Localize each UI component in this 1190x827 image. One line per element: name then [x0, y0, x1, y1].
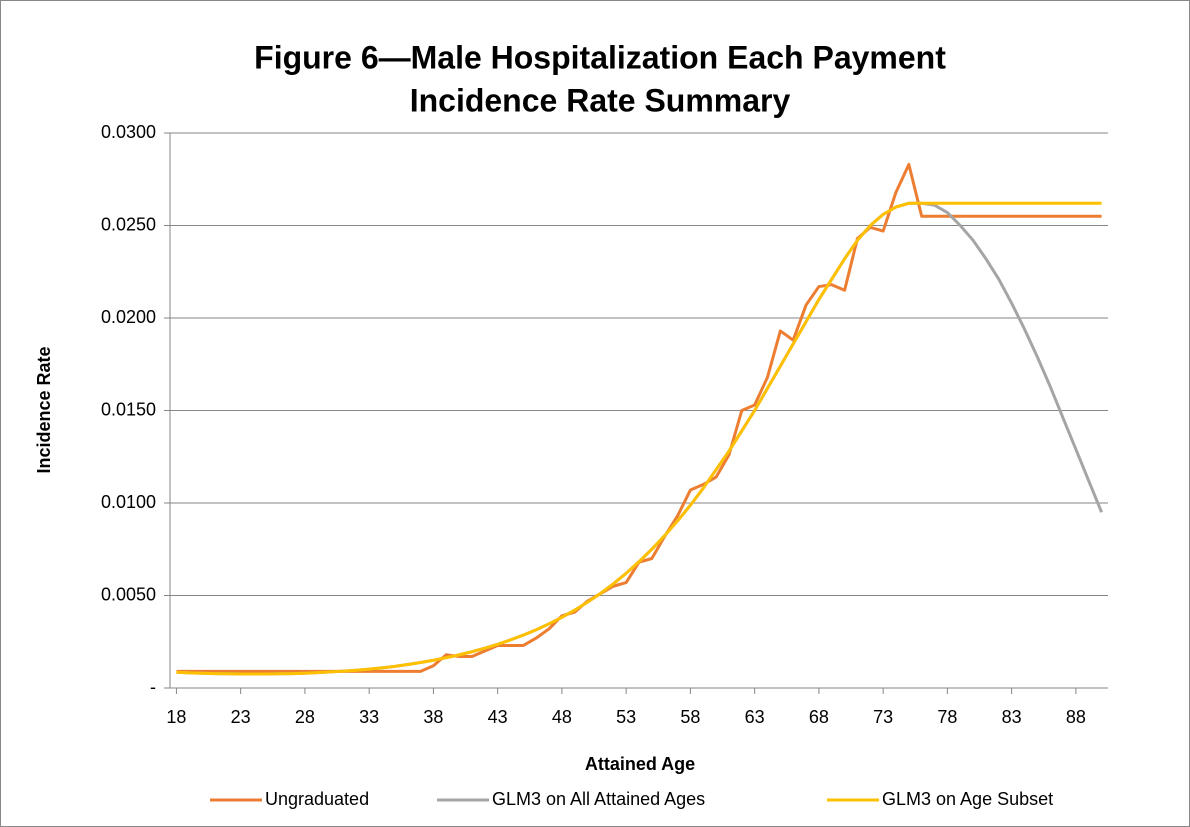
x-tick-label: 28 [295, 707, 315, 727]
y-tick-label: 0.0250 [101, 214, 156, 234]
y-tick-label: 0.0100 [101, 492, 156, 512]
x-tick-label: 58 [680, 707, 700, 727]
x-tick-label: 23 [231, 707, 251, 727]
x-tick-label: 38 [423, 707, 443, 727]
legend-label: Ungraduated [265, 789, 369, 809]
x-tick-label: 73 [873, 707, 893, 727]
x-axis-title: Attained Age [585, 754, 695, 774]
y-tick-label: - [150, 677, 156, 697]
x-tick-label: 18 [166, 707, 186, 727]
series-line [176, 201, 1102, 676]
x-tick-label: 68 [809, 707, 829, 727]
legend-label: GLM3 on All Attained Ages [492, 789, 705, 809]
x-tick-label: 48 [552, 707, 572, 727]
y-tick-label: 0.0050 [101, 584, 156, 604]
chart-title: Figure 6—Male Hospitalization Each Payme… [254, 39, 946, 75]
x-tick-label: 83 [1002, 707, 1022, 727]
y-tick-label: 0.0300 [101, 122, 156, 142]
x-tick-label: 33 [359, 707, 379, 727]
x-tick-label: 43 [488, 707, 508, 727]
chart-subtitle: Incidence Rate Summary [410, 82, 791, 118]
y-tick-label: 0.0150 [101, 399, 156, 419]
x-tick-label: 63 [745, 707, 765, 727]
x-tick-label: 78 [937, 707, 957, 727]
y-tick-label: 0.0200 [101, 307, 156, 327]
legend-label: GLM3 on Age Subset [882, 789, 1053, 809]
y-axis-title: Incidence Rate [34, 346, 54, 473]
x-tick-label: 88 [1066, 707, 1086, 727]
x-tick-label: 53 [616, 707, 636, 727]
